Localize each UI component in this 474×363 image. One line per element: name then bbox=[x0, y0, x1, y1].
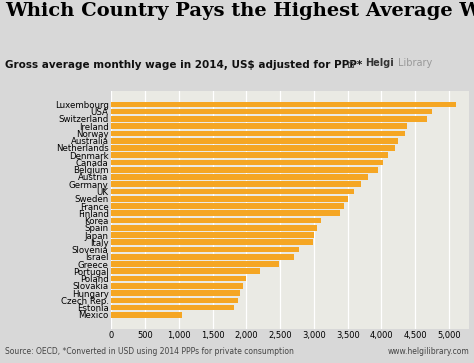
Bar bbox=[111, 189, 355, 194]
Text: www.helgilibrary.com: www.helgilibrary.com bbox=[388, 347, 469, 356]
Text: Helgi: Helgi bbox=[365, 58, 394, 68]
Bar bbox=[111, 240, 313, 245]
Bar bbox=[111, 160, 383, 165]
Bar bbox=[111, 182, 361, 187]
Bar bbox=[111, 283, 243, 289]
Bar bbox=[111, 269, 260, 274]
Bar bbox=[111, 211, 339, 216]
Bar bbox=[111, 312, 182, 318]
Text: Which Country Pays the Highest Average Wage?: Which Country Pays the Highest Average W… bbox=[5, 2, 474, 20]
Bar bbox=[111, 290, 240, 296]
Bar bbox=[111, 167, 378, 172]
Bar bbox=[111, 131, 405, 136]
Bar bbox=[111, 254, 294, 260]
Bar bbox=[111, 152, 388, 158]
Bar bbox=[111, 261, 279, 267]
Bar bbox=[111, 174, 368, 180]
Bar bbox=[111, 276, 246, 281]
Text: Source: OECD, *Converted in USD using 2014 PPPs for private consumption: Source: OECD, *Converted in USD using 20… bbox=[5, 347, 293, 356]
Bar bbox=[111, 225, 317, 231]
Bar bbox=[111, 203, 344, 209]
Bar bbox=[111, 102, 456, 107]
Bar bbox=[111, 138, 398, 143]
Text: Library: Library bbox=[398, 58, 432, 68]
Bar bbox=[111, 305, 234, 310]
Bar bbox=[111, 109, 432, 114]
Bar bbox=[111, 232, 314, 238]
Bar bbox=[111, 247, 299, 252]
Bar bbox=[111, 116, 428, 122]
Bar bbox=[111, 298, 237, 303]
Bar bbox=[111, 123, 407, 129]
Text: ⌂: ⌂ bbox=[346, 58, 354, 71]
Bar bbox=[111, 218, 321, 223]
Text: Gross average monthly wage in 2014, US$ adjusted for PPP*: Gross average monthly wage in 2014, US$ … bbox=[5, 60, 362, 70]
Bar bbox=[111, 196, 348, 201]
Bar bbox=[111, 145, 395, 151]
